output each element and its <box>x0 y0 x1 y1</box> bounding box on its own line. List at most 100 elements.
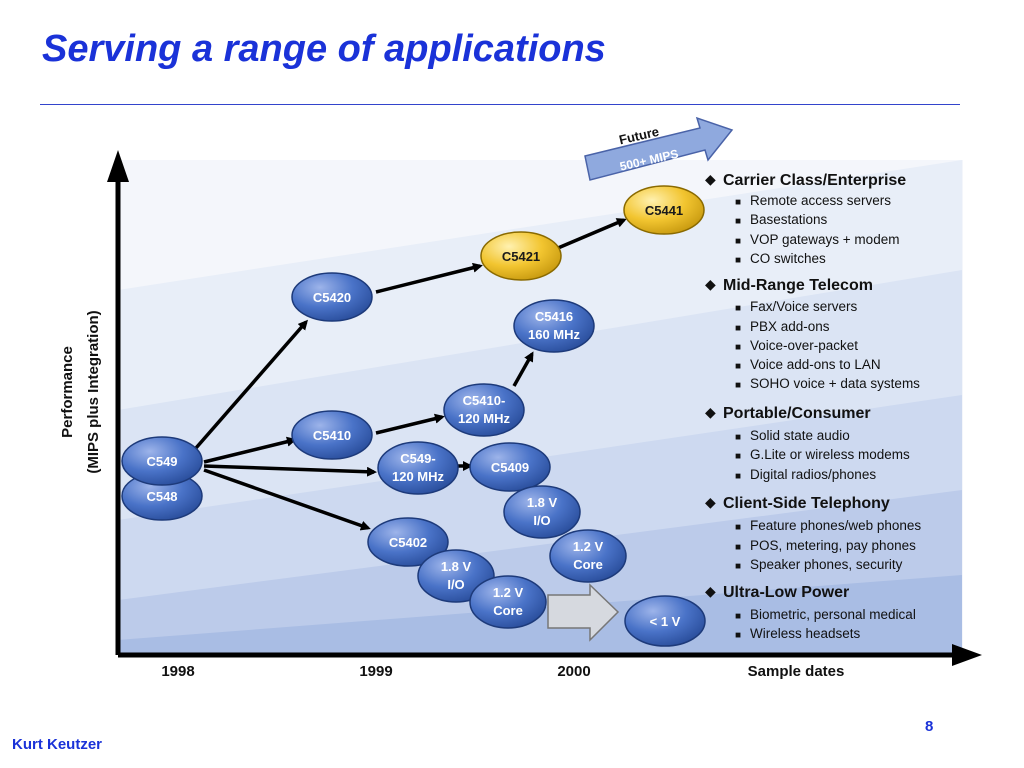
category-item: SOHO voice + data systems <box>750 376 920 391</box>
square-bullet-icon: ■ <box>735 197 741 208</box>
x-tick-1999: 1999 <box>359 663 392 680</box>
chip-c5402: C5402 <box>367 517 449 567</box>
square-bullet-icon: ■ <box>735 451 741 462</box>
category-item: POS, metering, pay phones <box>750 538 916 553</box>
chip-core-1-2v-b: 1.2 V Core <box>469 575 547 629</box>
x-tick-2000: 2000 <box>557 663 590 680</box>
category-title: Ultra-Low Power <box>723 584 849 601</box>
square-bullet-icon: ■ <box>735 630 741 641</box>
category-client-side-telephony: ◆ Client-Side Telephony ■ Feature phones… <box>705 494 921 572</box>
chip-less-than-1v-label: < 1 V <box>650 614 681 629</box>
diamond-bullet-icon: ◆ <box>705 276 716 292</box>
diamond-bullet-icon: ◆ <box>705 171 716 187</box>
chip-c5416-line2: 160 MHz <box>528 327 581 342</box>
category-item: Feature phones/web phones <box>750 518 921 533</box>
chip-c5410-120-line2: 120 MHz <box>458 411 511 426</box>
category-item: Solid state audio <box>750 428 850 443</box>
square-bullet-icon: ■ <box>735 303 741 314</box>
category-item: Voice add-ons to LAN <box>750 357 881 372</box>
chip-c5420: C5420 <box>291 272 373 322</box>
square-bullet-icon: ■ <box>735 361 741 372</box>
chip-c549-120-line1: C549- <box>400 451 435 466</box>
chip-c5402-label: C5402 <box>389 535 427 550</box>
x-axis-label: Sample dates <box>748 663 845 680</box>
square-bullet-icon: ■ <box>735 522 741 533</box>
square-bullet-icon: ■ <box>735 471 741 482</box>
chip-less-than-1v: < 1 V <box>624 595 706 647</box>
square-bullet-icon: ■ <box>735 611 741 622</box>
category-item: Speaker phones, security <box>750 557 903 572</box>
category-item: Basestations <box>750 212 828 227</box>
chip-c549-label: C549 <box>146 454 177 469</box>
chip-c548: C548 <box>121 471 203 521</box>
diamond-bullet-icon: ◆ <box>705 404 716 420</box>
category-item: Remote access servers <box>750 193 891 208</box>
category-item: CO switches <box>750 251 826 266</box>
chip-io-1-8v-b-line1: 1.8 V <box>441 559 472 574</box>
chip-c5420-label: C5420 <box>313 290 351 305</box>
chip-c5416-line1: C5416 <box>535 309 573 324</box>
chip-c549: C549 <box>121 436 203 486</box>
square-bullet-icon: ■ <box>735 255 741 266</box>
square-bullet-icon: ■ <box>735 216 741 227</box>
category-item: Voice-over-packet <box>750 338 858 353</box>
y-axis-label-line1: Performance <box>59 346 76 438</box>
square-bullet-icon: ■ <box>735 323 741 334</box>
chip-c5409: C5409 <box>469 442 551 492</box>
category-ultra-low-power: ◆ Ultra-Low Power ■ Biometric, personal … <box>705 583 916 641</box>
chip-io-1-8v-a: 1.8 V I/O <box>503 485 581 539</box>
page-number: 8 <box>925 718 934 735</box>
chip-c548-label: C548 <box>146 489 177 504</box>
connection-arrows <box>194 218 627 531</box>
chip-core-1-2v-a-line2: Core <box>573 557 603 572</box>
slide-title: Serving a range of applications <box>42 28 606 70</box>
category-portable-consumer: ◆ Portable/Consumer ■ Solid state audio … <box>705 404 910 482</box>
category-title: Carrier Class/Enterprise <box>723 172 906 189</box>
chip-c5416: C5416 160 MHz <box>513 299 595 353</box>
chip-c549-120mhz: C549- 120 MHz <box>377 441 459 495</box>
chip-core-1-2v-b-line1: 1.2 V <box>493 585 524 600</box>
chip-c5441-label: C5441 <box>645 203 683 218</box>
category-item: Digital radios/phones <box>750 467 876 482</box>
category-carrier-class: ◆ Carrier Class/Enterprise ■ Remote acce… <box>705 171 906 266</box>
x-tick-1998: 1998 <box>161 663 194 680</box>
chip-c5410-120-line1: C5410- <box>463 393 506 408</box>
chip-io-1-8v-a-line2: I/O <box>533 513 550 528</box>
chip-core-1-2v-b-line2: Core <box>493 603 523 618</box>
square-bullet-icon: ■ <box>735 561 741 572</box>
chip-c5421-label: C5421 <box>502 249 540 264</box>
category-mid-range-telecom: ◆ Mid-Range Telecom ■ Fax/Voice servers … <box>705 276 920 391</box>
category-title: Client-Side Telephony <box>723 495 890 512</box>
chip-c5409-label: C5409 <box>491 460 529 475</box>
category-title: Mid-Range Telecom <box>723 277 873 294</box>
chip-c5421: C5421 <box>480 231 562 281</box>
category-item: G.Lite or wireless modems <box>750 447 910 462</box>
diamond-bullet-icon: ◆ <box>705 494 716 510</box>
category-title: Portable/Consumer <box>723 405 871 422</box>
chip-io-1-8v-a-line1: 1.8 V <box>527 495 558 510</box>
square-bullet-icon: ■ <box>735 542 741 553</box>
category-item: PBX add-ons <box>750 319 830 334</box>
chip-c5410: C5410 <box>291 410 373 460</box>
title-divider <box>40 104 960 105</box>
footer-author: Kurt Keutzer <box>12 736 103 753</box>
square-bullet-icon: ■ <box>735 380 741 391</box>
axes <box>107 150 982 666</box>
category-item: VOP gateways + modem <box>750 232 899 247</box>
chip-c5441: C5441 <box>623 185 705 235</box>
square-bullet-icon: ■ <box>735 236 741 247</box>
y-axis-label: Performance (MIPS plus Integration) <box>59 310 102 473</box>
square-bullet-icon: ■ <box>735 342 741 353</box>
chip-core-1-2v-a-line1: 1.2 V <box>573 539 604 554</box>
chip-io-1-8v-b-line2: I/O <box>447 577 464 592</box>
chip-c5410-label: C5410 <box>313 428 351 443</box>
square-bullet-icon: ■ <box>735 432 741 443</box>
category-item: Fax/Voice servers <box>750 299 858 314</box>
y-axis-label-line2: (MIPS plus Integration) <box>85 310 102 473</box>
low-power-arrow <box>547 583 620 642</box>
chip-c549-120-line2: 120 MHz <box>392 469 445 484</box>
chip-c5410-120mhz: C5410- 120 MHz <box>443 383 525 437</box>
category-item: Wireless headsets <box>750 626 861 641</box>
category-item: Biometric, personal medical <box>750 607 916 622</box>
